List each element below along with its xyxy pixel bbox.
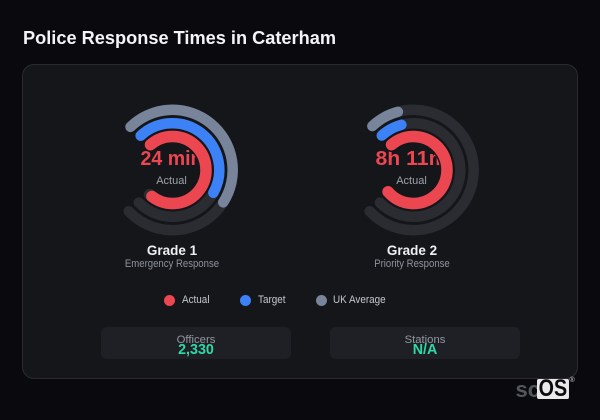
svg-text:8h 11m: 8h 11m	[376, 148, 448, 170]
svg-text:Actual: Actual	[396, 175, 427, 187]
svg-text:24 min: 24 min	[141, 148, 203, 170]
svg-text:Actual: Actual	[156, 175, 187, 187]
